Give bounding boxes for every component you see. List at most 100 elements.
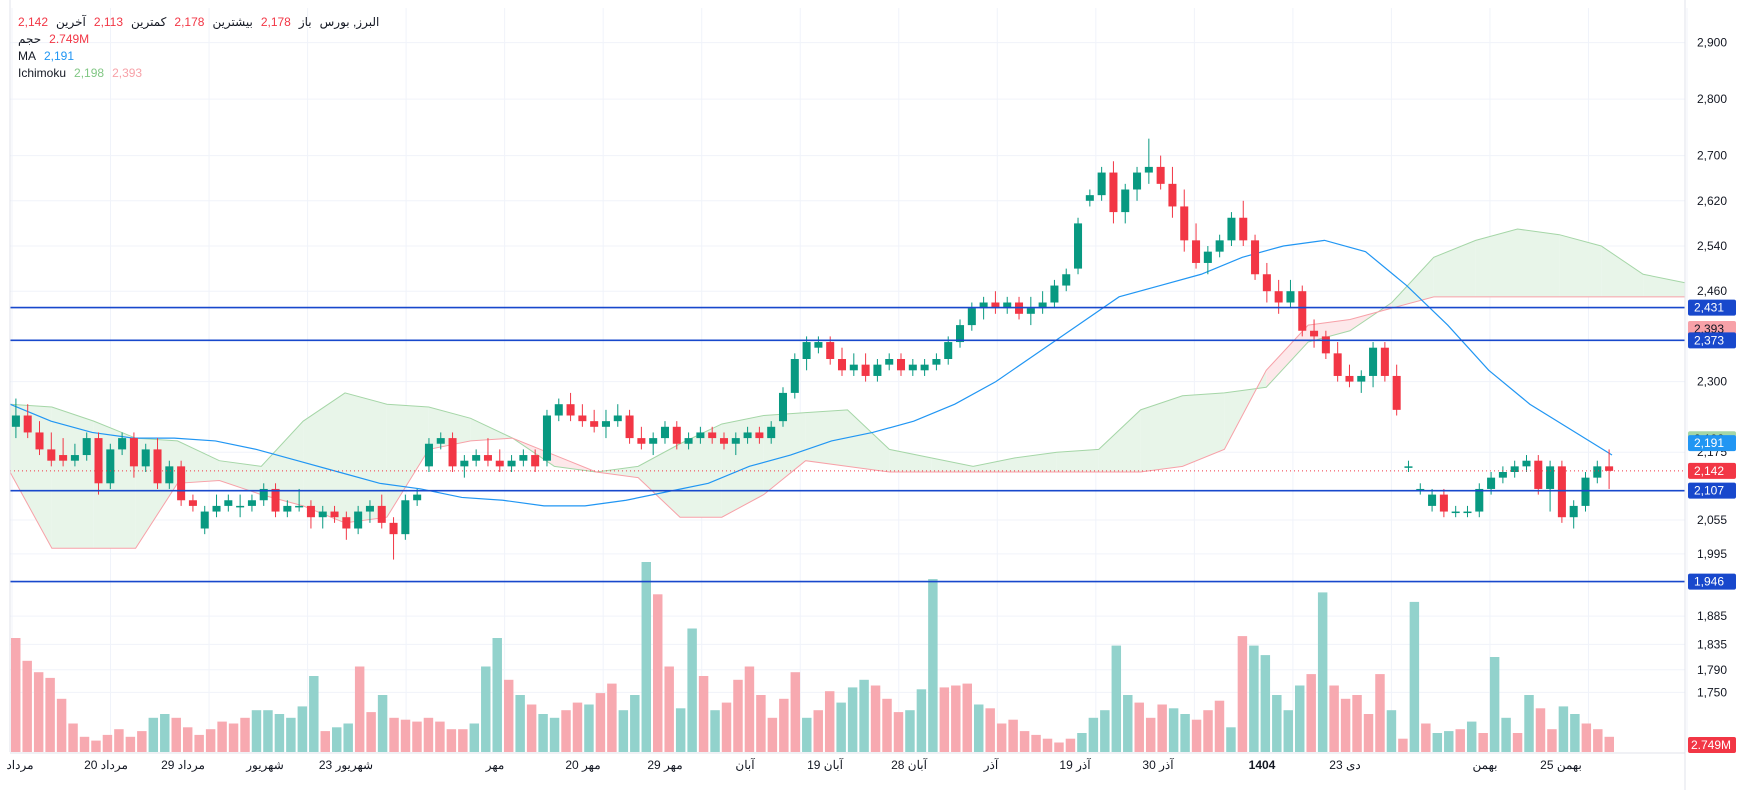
- volume-bar: [1386, 710, 1397, 752]
- legend-volume-value: 2.749M: [49, 32, 90, 46]
- candle-body: [70, 455, 79, 461]
- candle-body: [743, 432, 752, 439]
- volume-bar: [549, 717, 560, 752]
- volume-bar: [1501, 717, 1511, 752]
- candle-body: [1251, 240, 1260, 275]
- volume-bar: [1375, 674, 1385, 752]
- candle-body: [755, 432, 764, 439]
- volume-bar: [526, 704, 537, 752]
- price-badge: [1688, 332, 1736, 349]
- volume-bar: [366, 712, 376, 752]
- x-axis-tick-label: 29 مهر: [647, 758, 682, 772]
- candle-body: [259, 488, 268, 501]
- candle-body: [566, 404, 575, 416]
- x-axis-tick-label: شهریور: [245, 758, 284, 772]
- volume-bar: [320, 731, 330, 752]
- volume-bar: [469, 723, 480, 752]
- volume-bar: [102, 734, 113, 752]
- volume-bar: [389, 717, 399, 752]
- volume-bar: [68, 723, 78, 752]
- candle-body: [908, 364, 917, 371]
- volume-bar: [836, 702, 846, 752]
- candle-body: [1416, 488, 1425, 491]
- ichimoku-cloud-segment: [889, 449, 932, 472]
- volume-bar: [733, 679, 743, 752]
- volume-bar: [1593, 729, 1603, 752]
- candle-body: [236, 505, 245, 508]
- ichimoku-cloud-segment: [973, 457, 1015, 472]
- candle-body: [47, 449, 56, 461]
- candle-body: [188, 500, 197, 506]
- volume-bar: [492, 638, 502, 752]
- volume-bar: [205, 729, 216, 752]
- legend-low-value: 2,113: [93, 15, 124, 29]
- volume-bar: [297, 706, 308, 752]
- y-axis-tick-label: 2,540: [1697, 239, 1727, 253]
- candle-body: [1227, 217, 1236, 241]
- volume-bar: [882, 698, 892, 752]
- volume-bar: [1295, 685, 1305, 752]
- candle-body: [814, 342, 823, 348]
- price-badge: [1688, 573, 1736, 590]
- candle-body: [106, 449, 115, 484]
- candle-body: [1510, 466, 1519, 472]
- ichimoku-cloud-segment: [93, 421, 136, 549]
- ichimoku-cloud-segment: [1475, 229, 1518, 297]
- candle-body: [1345, 375, 1354, 382]
- volume-bar: [779, 698, 789, 752]
- candle-body: [495, 460, 504, 467]
- ichimoku-span-a-line: [9, 228, 1686, 473]
- candle-body: [1498, 472, 1507, 478]
- candle-body: [956, 325, 965, 343]
- volume-bar: [137, 731, 147, 752]
- volume-bar: [1145, 717, 1156, 752]
- candle-body: [542, 415, 551, 461]
- volume-bar: [813, 710, 823, 752]
- volume-bar: [710, 710, 720, 752]
- price-badge-label: 1,946: [1694, 575, 1724, 589]
- candle-body: [920, 364, 929, 371]
- volume-bar: [1088, 717, 1099, 752]
- candle-body: [424, 443, 433, 467]
- candle-body: [436, 438, 445, 444]
- candle-body: [365, 505, 374, 512]
- candle-body: [1274, 291, 1283, 303]
- candle-body: [1074, 223, 1083, 269]
- candle-body: [1239, 217, 1248, 241]
- volume-bar: [905, 710, 915, 752]
- candle-body: [472, 455, 481, 461]
- candle-body: [1392, 375, 1401, 410]
- volume-bar: [1363, 714, 1374, 752]
- candle-body: [35, 432, 44, 450]
- volume-bar: [1306, 674, 1316, 752]
- volume-bar: [217, 721, 227, 752]
- candle-body: [1546, 466, 1555, 489]
- ichimoku-cloud-segment: [805, 409, 848, 467]
- volume-bar: [1031, 734, 1041, 752]
- price-badge-label: 2,431: [1694, 301, 1724, 315]
- legend-ma-row: MA 2,191: [18, 48, 379, 65]
- candle-body: [295, 505, 304, 508]
- candle-body: [460, 460, 469, 467]
- candle-body: [1522, 460, 1531, 467]
- legend-ma-label: MA: [18, 49, 36, 63]
- volume-bar: [962, 683, 972, 752]
- volume-bar: [11, 638, 21, 752]
- volume-bar: [859, 679, 869, 752]
- volume-bar: [423, 717, 434, 752]
- volume-bar: [664, 666, 674, 752]
- candle-body: [224, 500, 233, 506]
- volume-bar: [332, 727, 342, 752]
- volume-bar: [1329, 685, 1339, 752]
- volume-bar: [1398, 738, 1408, 752]
- ichimoku-cloud-segment: [1517, 229, 1560, 297]
- candle-body: [967, 308, 976, 326]
- candle-body: [790, 359, 799, 393]
- candle-body: [1333, 353, 1342, 376]
- legend-ichimoku-label: Ichimoku: [18, 66, 67, 80]
- volume-bar: [847, 687, 858, 752]
- legend-ichimoku-value-2: 2,393: [112, 66, 143, 80]
- volume-bar: [653, 594, 663, 752]
- candle-body: [1144, 166, 1153, 173]
